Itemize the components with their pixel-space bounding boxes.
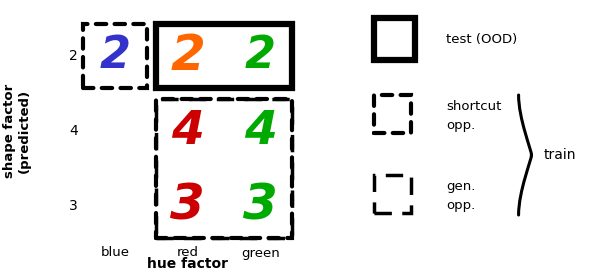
Text: 2: 2 [245,34,276,78]
Bar [83,24,147,88]
Text: 2: 2 [69,49,78,63]
Bar [156,99,292,238]
Bar [373,95,411,133]
Bar [373,18,415,60]
Text: 3: 3 [170,182,205,230]
Bar [156,24,292,88]
Text: green: green [241,247,280,259]
Text: 3: 3 [69,199,78,213]
Text: 4: 4 [171,108,204,153]
Text: opp.: opp. [446,119,475,132]
Text: 2: 2 [170,32,205,80]
Text: 4: 4 [69,124,78,138]
Text: test (OOD): test (OOD) [446,33,517,46]
Text: opp.: opp. [446,199,475,212]
Text: gen.: gen. [446,180,475,193]
Bar [156,99,292,238]
Bar [373,175,411,213]
Text: train: train [544,148,576,162]
Text: 4: 4 [244,108,277,153]
Text: shape factor
(predicted): shape factor (predicted) [3,84,31,178]
Text: blue: blue [101,247,130,259]
Text: shortcut: shortcut [446,100,502,113]
Text: 2: 2 [100,34,131,78]
Text: 3: 3 [243,182,278,230]
Text: hue factor: hue factor [147,257,228,271]
Text: red: red [177,247,199,259]
